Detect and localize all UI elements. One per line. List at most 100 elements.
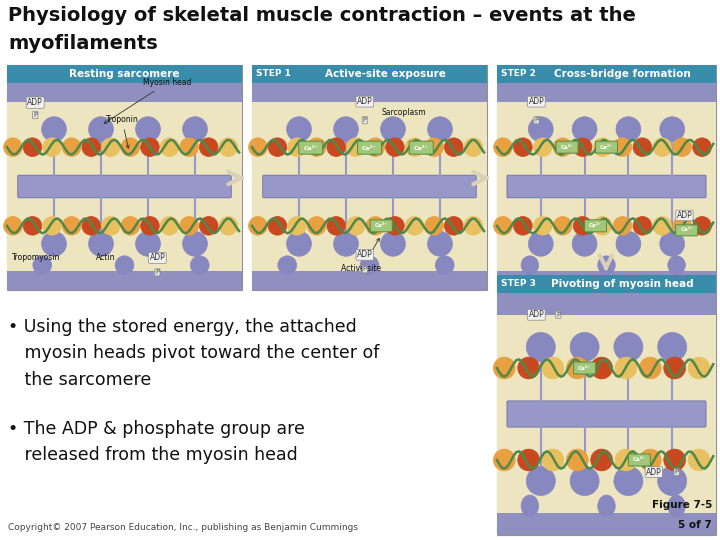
Text: P: P [156, 269, 159, 275]
Circle shape [573, 217, 592, 235]
Circle shape [180, 217, 199, 235]
Text: Sarcoplasm: Sarcoplasm [382, 108, 426, 117]
Circle shape [570, 333, 599, 361]
Circle shape [664, 449, 685, 471]
Text: Figure 7-5: Figure 7-5 [652, 500, 712, 510]
Text: P: P [363, 117, 367, 123]
Circle shape [287, 117, 312, 141]
Circle shape [161, 138, 179, 157]
Ellipse shape [598, 256, 616, 274]
Circle shape [570, 467, 599, 496]
Bar [7, 65, 242, 290]
FancyBboxPatch shape [585, 220, 606, 232]
Bar [497, 83, 716, 102]
Ellipse shape [521, 495, 539, 517]
Text: Ca²⁺: Ca²⁺ [578, 366, 591, 370]
Circle shape [494, 217, 513, 235]
Circle shape [639, 357, 661, 379]
Text: STEP 1: STEP 1 [256, 70, 291, 78]
Circle shape [572, 232, 597, 256]
Circle shape [381, 232, 405, 256]
Circle shape [307, 138, 326, 157]
Text: Ca²⁺: Ca²⁺ [362, 146, 377, 151]
Circle shape [493, 357, 516, 379]
Circle shape [268, 138, 287, 157]
FancyBboxPatch shape [556, 141, 578, 153]
Circle shape [366, 138, 384, 157]
Circle shape [464, 217, 482, 235]
Circle shape [425, 138, 444, 157]
FancyBboxPatch shape [595, 141, 618, 153]
Text: Resting sarcomere: Resting sarcomere [69, 69, 180, 79]
Circle shape [386, 138, 404, 157]
Bar [497, 83, 716, 290]
Circle shape [554, 217, 572, 235]
Circle shape [614, 333, 643, 361]
Circle shape [664, 357, 685, 379]
Text: Ca²⁺: Ca²⁺ [561, 145, 574, 150]
Circle shape [633, 138, 652, 157]
Text: Cross-bridge formation: Cross-bridge formation [554, 69, 691, 79]
Circle shape [513, 217, 532, 235]
Text: Active site: Active site [341, 238, 382, 273]
Circle shape [693, 217, 711, 235]
Ellipse shape [598, 495, 616, 517]
Circle shape [346, 138, 365, 157]
Circle shape [657, 467, 687, 496]
FancyBboxPatch shape [507, 175, 706, 198]
FancyBboxPatch shape [299, 141, 323, 154]
Circle shape [381, 117, 405, 141]
Circle shape [518, 357, 539, 379]
Circle shape [23, 138, 42, 157]
Circle shape [653, 138, 672, 157]
Text: Ca²⁺: Ca²⁺ [589, 224, 602, 228]
Circle shape [102, 138, 120, 157]
Circle shape [346, 217, 365, 235]
Circle shape [288, 217, 306, 235]
Circle shape [219, 138, 238, 157]
Circle shape [513, 138, 532, 157]
Circle shape [615, 449, 637, 471]
Circle shape [542, 357, 564, 379]
Circle shape [366, 217, 384, 235]
Circle shape [444, 217, 463, 235]
Circle shape [288, 138, 306, 157]
Circle shape [42, 217, 61, 235]
Circle shape [333, 232, 359, 256]
Circle shape [593, 217, 612, 235]
FancyBboxPatch shape [629, 454, 650, 466]
Text: Ca²⁺: Ca²⁺ [414, 146, 428, 151]
Text: • Using the stored energy, the attached
   myosin heads pivot toward the center : • Using the stored energy, the attached … [8, 318, 379, 389]
Circle shape [554, 138, 572, 157]
Ellipse shape [278, 256, 297, 274]
Bar [252, 65, 487, 290]
Circle shape [161, 217, 179, 235]
Circle shape [633, 217, 652, 235]
Ellipse shape [190, 256, 209, 274]
Circle shape [307, 217, 326, 235]
Circle shape [4, 217, 22, 235]
Circle shape [121, 138, 140, 157]
Circle shape [219, 217, 238, 235]
Text: P: P [675, 469, 679, 475]
Circle shape [528, 117, 553, 141]
Ellipse shape [668, 256, 685, 274]
Bar [7, 83, 242, 102]
Circle shape [657, 333, 687, 361]
Circle shape [528, 232, 553, 256]
FancyBboxPatch shape [574, 362, 595, 374]
Circle shape [542, 449, 564, 471]
Text: STEP 2: STEP 2 [501, 70, 536, 78]
Circle shape [135, 117, 161, 141]
Ellipse shape [436, 256, 454, 274]
Circle shape [616, 117, 641, 141]
Ellipse shape [521, 256, 539, 274]
Circle shape [4, 138, 22, 157]
Bar [252, 83, 487, 102]
FancyBboxPatch shape [409, 141, 433, 154]
FancyBboxPatch shape [358, 141, 382, 154]
Circle shape [616, 232, 641, 256]
Circle shape [518, 449, 539, 471]
Circle shape [287, 232, 312, 256]
Circle shape [567, 449, 588, 471]
